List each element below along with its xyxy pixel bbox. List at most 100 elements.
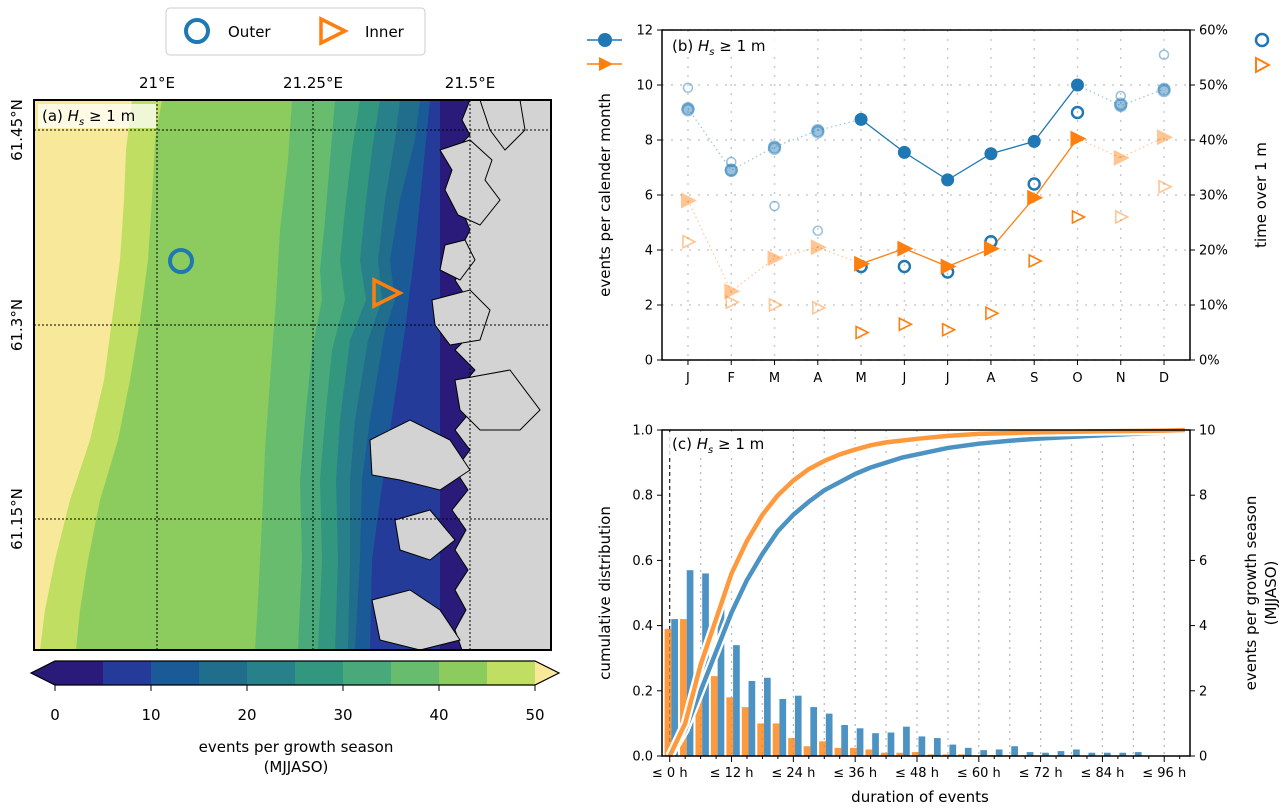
monthly-y-tick-label: 6 [645, 189, 653, 204]
duration-y2-axis-label: events per growth season [1242, 496, 1260, 691]
map-panel-label-bg [38, 104, 156, 128]
duration-x-tick-label: ≤ 60 h [957, 766, 1001, 781]
monthly-y2-tick-label: 30% [1199, 189, 1228, 204]
outer-duration-bar [1088, 752, 1096, 756]
monthly-axes: 0 2 4 6 8 10 12 0% 10% 20% 30% 40% 50% 60% J F M A M J J A S O N… [636, 24, 1227, 387]
outer-events-point [897, 145, 911, 159]
duration-cdf-lines [665, 425, 1186, 759]
outer-time-point [1114, 97, 1128, 111]
colorbar-cell [247, 661, 295, 685]
duration-y-tick-label: 0.8 [632, 489, 653, 504]
outer-events-point [1157, 82, 1171, 96]
outer-events-point [681, 101, 695, 115]
outer-duration-bar [933, 738, 941, 756]
colorbar-tick-label: 50 [525, 706, 544, 724]
outer-events-line [860, 84, 1078, 181]
outer-duration-bar [1134, 752, 1142, 756]
outer-time-point [724, 163, 738, 177]
monthly-y-tick-label: 10 [636, 79, 653, 94]
outer-time-alt-point [725, 156, 737, 168]
duration-x-tick-label: ≤ 36 h [833, 766, 877, 781]
inner-duration-bar [880, 752, 888, 756]
duration-y2-tick-label: 2 [1199, 684, 1207, 699]
outer-time-point [681, 103, 695, 117]
inner-time-point [985, 305, 1000, 321]
legend: Outer Inner [165, 7, 426, 56]
monthly-title-bg [667, 33, 785, 57]
duration-x-tick-label: ≤ 12 h [710, 766, 754, 781]
outer-duration-bar [1103, 752, 1111, 756]
inner-duration-bar [834, 747, 842, 756]
inner-events-point [810, 239, 827, 256]
legend-inner-marker [319, 16, 349, 46]
duration-y2-tick-label: 6 [1199, 554, 1207, 569]
monthly-y2-tick-label: 0% [1199, 354, 1220, 369]
island-8 [371, 589, 461, 650]
inner-duration-bar [865, 749, 873, 756]
colorbar-label-line2: (MJJASO) [264, 758, 329, 776]
outer-duration-bar [1026, 752, 1034, 756]
outer-events-point [1027, 134, 1041, 148]
duration-x-tick-label: ≤ 72 h [1019, 766, 1063, 781]
legend-inner-label: Inner [365, 23, 405, 41]
inner-time-point [941, 322, 957, 338]
island-7 [394, 509, 456, 561]
monthly-x-tick-label: J [945, 371, 950, 386]
outer-time-alt-point [1158, 49, 1170, 61]
inner-duration-bar [803, 746, 811, 756]
outer-duration-bar [887, 732, 895, 756]
outer-duration-bar [825, 713, 833, 756]
island-1 [439, 139, 501, 226]
outer-time-point [1027, 177, 1041, 191]
duration-x-axis-label: duration of events [851, 788, 989, 806]
monthly-y-axis-label: events per calender month [596, 93, 614, 297]
outer-duration-bar [702, 573, 709, 756]
inner-duration-bar [710, 676, 718, 756]
outer-time-alt-point [812, 225, 824, 237]
monthly-x-tick-label: A [986, 371, 995, 386]
inner-events-point [680, 192, 697, 209]
inner-events-point [724, 283, 741, 300]
monthly-x-tick-label: O [1072, 371, 1082, 386]
inner-duration-bar [695, 674, 703, 756]
duration-bars [664, 570, 1142, 756]
duration-chart-title: (c) Hs ≥ 1 m [672, 435, 764, 456]
monthly-y-tick-label: 12 [636, 24, 653, 39]
island-3 [439, 239, 476, 281]
lat-tick-label: 61.15°N [8, 488, 26, 550]
inner-duration-bar [788, 738, 795, 756]
outer-events-point [724, 163, 738, 177]
outer-time-alt-point [682, 82, 694, 94]
outer-duration-bar [872, 733, 879, 756]
contour-band-5 [34, 100, 132, 650]
lon-tick-label: 21.25°E [283, 74, 343, 92]
monthly-x-tick-label: N [1116, 371, 1126, 386]
duration-y2-tick-label: 8 [1199, 489, 1207, 504]
colorbar-extend-max [535, 661, 559, 685]
outer-time-point [767, 141, 782, 155]
inner-events-line-faded [687, 200, 862, 293]
outer-station-marker [168, 248, 194, 274]
outer-events-point [811, 123, 825, 137]
outer-duration-bar [748, 681, 756, 756]
outer-duration-bar [1119, 752, 1127, 756]
map-contours [34, 100, 551, 650]
outer-time-legend-marker [1254, 32, 1270, 48]
monthly-x-tick-label: S [1030, 371, 1038, 386]
inner-duration-bar [927, 754, 934, 756]
duration-y-tick-label: 0.2 [632, 684, 653, 699]
inner-events-point [854, 255, 871, 272]
monthly-x-tick-label: F [728, 371, 735, 386]
duration-y-tick-label: 1.0 [632, 424, 653, 439]
colorbar-tick-label: 20 [237, 706, 256, 724]
inner-time-point [768, 297, 784, 313]
outer-duration-bar [918, 736, 926, 756]
outer-events-point [1114, 99, 1128, 113]
inner-duration-bar [896, 752, 904, 756]
outer-duration-bar [779, 698, 787, 756]
monthly-y-tick-label: 4 [645, 244, 653, 259]
colorbar-label-line1: events per growth season [199, 738, 394, 756]
monthly-series [680, 49, 1174, 340]
inner-cdf-line [667, 427, 1185, 757]
map-panel: (a) Hs ≥ 1 m 21°E 21.25°E 21.5°E 61.45°N… [8, 74, 552, 651]
